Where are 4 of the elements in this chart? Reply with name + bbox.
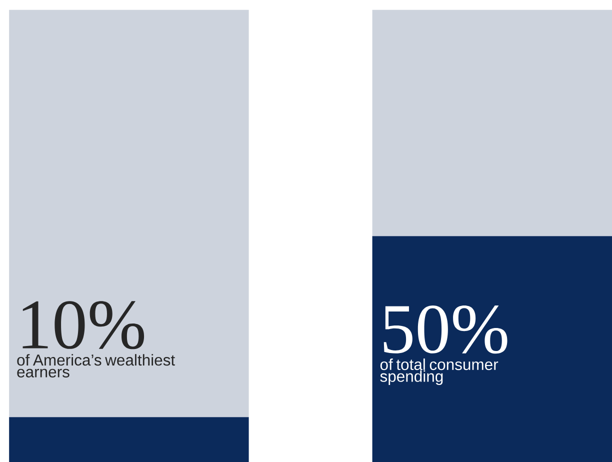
annotation: of America’s wealthiest earners — [17, 354, 175, 378]
data-label: 10% — [22, 300, 144, 349]
annotation: of total consumer spending — [380, 358, 498, 385]
data-label: 50% — [384, 305, 508, 354]
